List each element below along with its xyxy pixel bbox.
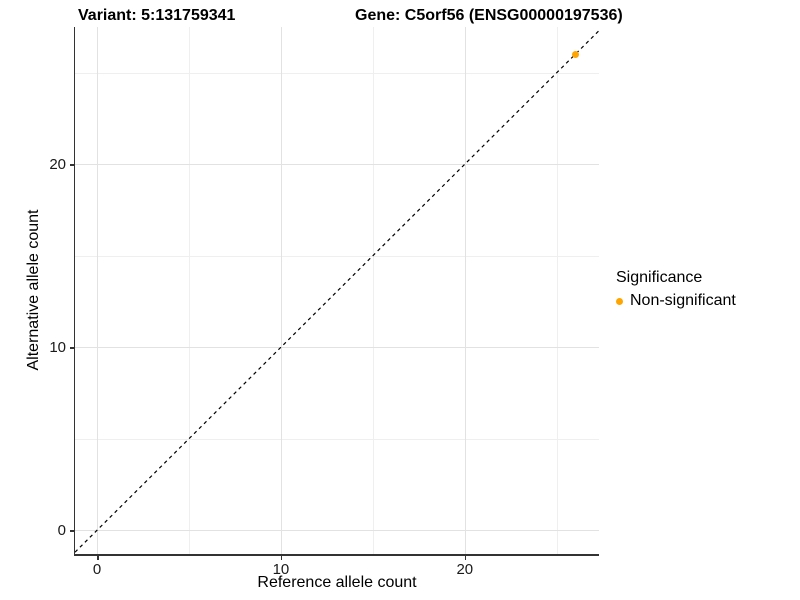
- x-axis-title: Reference allele count: [257, 574, 417, 591]
- plot-title-gene: Gene: C5orf56 (ENSG00000197536): [355, 7, 623, 24]
- gridline-y-minor: [75, 438, 599, 440]
- gridline-y-major: [75, 347, 599, 349]
- gridline-y-minor: [75, 255, 599, 257]
- gridline-x-major: [97, 27, 99, 554]
- y-tick-mark: [69, 164, 74, 166]
- y-axis-line: [73, 27, 75, 556]
- legend: Significance Non-significant: [616, 268, 736, 310]
- gridline-x-major: [464, 27, 466, 554]
- gridline-y-major: [75, 530, 599, 532]
- plot-title-variant: Variant: 5:131759341: [78, 7, 236, 24]
- legend-point-icon: [616, 297, 623, 305]
- y-tick-label: 10: [49, 339, 66, 357]
- x-tick-label: 0: [92, 561, 102, 578]
- identity-line: [75, 30, 599, 553]
- x-tick-mark: [464, 555, 467, 560]
- identity-line-svg: [75, 30, 599, 553]
- legend-title: Significance: [616, 269, 703, 286]
- data-point: [571, 50, 579, 58]
- x-tick-label: 10: [272, 561, 290, 578]
- gridline-x-minor: [188, 27, 190, 554]
- x-tick-mark: [280, 555, 283, 560]
- legend-item-label: Non-significant: [630, 292, 736, 309]
- gridline-y-major: [75, 164, 599, 166]
- gridline-x-major: [280, 27, 282, 554]
- y-tick-label: 20: [49, 156, 66, 174]
- x-tick-label: 20: [456, 561, 474, 578]
- gridline-x-minor: [372, 27, 374, 554]
- y-tick-mark: [69, 530, 74, 532]
- plot-panel: 0 10 20 0 10 20: [49, 27, 599, 578]
- y-tick-mark: [69, 347, 74, 349]
- gridline-x-minor: [556, 27, 558, 554]
- x-axis-line: [73, 554, 599, 556]
- y-tick-label: 0: [57, 522, 66, 540]
- legend-item-non-significant: Non-significant: [616, 292, 736, 310]
- gridline-y-minor: [75, 72, 599, 74]
- x-tick-mark: [97, 555, 99, 560]
